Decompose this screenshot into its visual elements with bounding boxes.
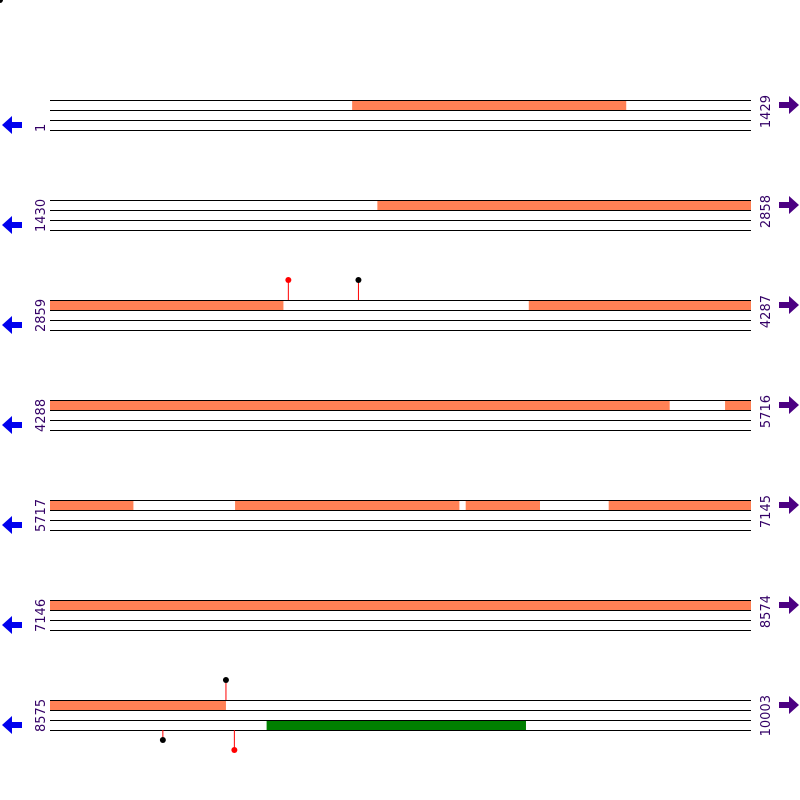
start-coordinate: 1430 — [34, 199, 49, 232]
arrow-right-icon[interactable] — [779, 596, 799, 614]
feature-block — [266, 720, 526, 730]
end-coordinate: 8574 — [759, 595, 774, 628]
feature-block — [50, 500, 134, 510]
feature-block — [352, 100, 627, 110]
arrow-right-icon[interactable] — [779, 96, 799, 114]
feature-block — [528, 300, 751, 310]
feature-block — [725, 400, 751, 410]
feature-block — [608, 500, 751, 510]
marker-dot[interactable] — [231, 747, 238, 753]
feature-block — [50, 600, 751, 610]
marker-dot[interactable] — [355, 277, 362, 283]
arrow-right-icon[interactable] — [779, 496, 799, 514]
arrow-left-icon[interactable] — [2, 216, 22, 234]
feature-block — [50, 700, 226, 710]
end-coordinate: 2858 — [759, 195, 774, 228]
corner-dot — [0, 0, 3, 3]
feature-block — [50, 300, 284, 310]
start-coordinate: 5717 — [34, 499, 49, 532]
arrow-left-icon[interactable] — [2, 516, 22, 534]
start-coordinate: 2859 — [34, 299, 49, 332]
arrow-left-icon[interactable] — [2, 316, 22, 334]
feature-block — [377, 200, 751, 210]
arrow-right-icon[interactable] — [779, 296, 799, 314]
arrow-left-icon[interactable] — [2, 416, 22, 434]
start-coordinate: 7146 — [34, 599, 49, 632]
start-coordinate: 8575 — [34, 699, 49, 732]
end-coordinate: 10003 — [759, 695, 774, 736]
arrow-right-icon[interactable] — [779, 696, 799, 714]
marker-dot[interactable] — [222, 677, 229, 683]
marker-dot[interactable] — [285, 277, 292, 283]
end-coordinate: 7145 — [759, 495, 774, 528]
start-coordinate: 1 — [34, 124, 49, 132]
feature-block — [465, 500, 540, 510]
end-coordinate: 1429 — [759, 95, 774, 128]
arrow-right-icon[interactable] — [779, 196, 799, 214]
feature-block — [235, 500, 460, 510]
arrow-left-icon[interactable] — [2, 616, 22, 634]
marker-dot[interactable] — [159, 737, 166, 743]
arrow-left-icon[interactable] — [2, 116, 22, 134]
end-coordinate: 5716 — [759, 395, 774, 428]
feature-block — [50, 400, 670, 410]
end-coordinate: 4287 — [759, 295, 774, 328]
start-coordinate: 4288 — [34, 399, 49, 432]
arrow-left-icon[interactable] — [2, 716, 22, 734]
arrow-right-icon[interactable] — [779, 396, 799, 414]
